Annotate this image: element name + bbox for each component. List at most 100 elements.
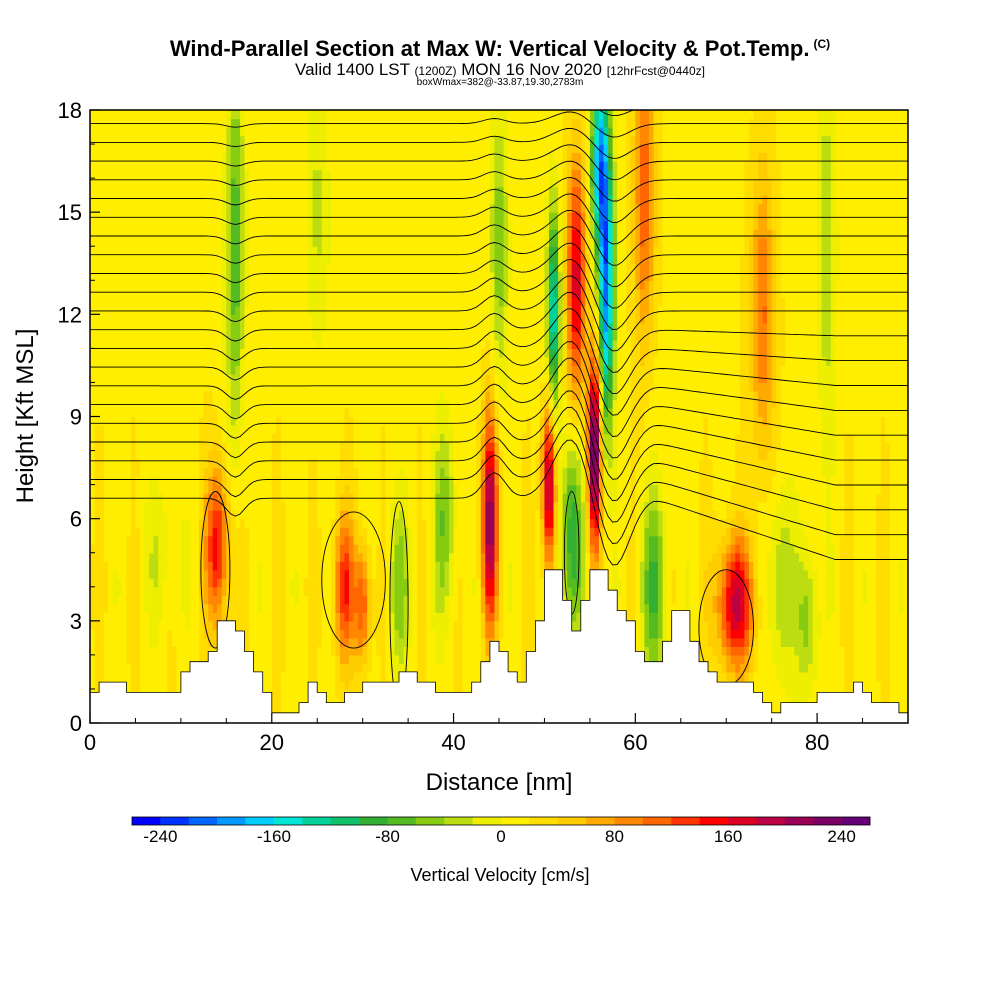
velocity-cell (171, 569, 177, 579)
velocity-cell (99, 399, 105, 409)
velocity-cell (326, 356, 332, 367)
velocity-cell (367, 544, 373, 554)
velocity-cell (239, 127, 246, 137)
velocity-cell (353, 484, 359, 494)
velocity-cell (189, 212, 196, 222)
velocity-cell (326, 407, 332, 418)
velocity-cell (294, 467, 300, 477)
velocity-cell (99, 212, 105, 222)
velocity-cell (208, 382, 214, 392)
velocity-cell (176, 493, 182, 503)
velocity-cell (221, 263, 227, 273)
velocity-cell (358, 552, 364, 562)
velocity-cell (103, 578, 109, 588)
velocity-cell (153, 603, 159, 613)
velocity-cell (126, 629, 132, 639)
velocity-cell (144, 382, 150, 392)
velocity-cell (203, 595, 209, 605)
velocity-cell (267, 339, 273, 349)
velocity-cell (339, 637, 346, 647)
velocity-cell (171, 195, 177, 205)
velocity-cell (117, 459, 123, 469)
velocity-cell (112, 220, 118, 230)
velocity-cell (389, 476, 396, 486)
velocity-cell (103, 561, 109, 571)
velocity-cell (239, 144, 246, 154)
velocity-cell (217, 331, 223, 341)
velocity-cell (108, 442, 114, 452)
velocity-cell (303, 450, 309, 460)
velocity-cell (330, 646, 336, 656)
velocity-cell (380, 186, 386, 196)
velocity-cell (180, 322, 187, 332)
velocity-cell (117, 510, 123, 520)
velocity-cell (162, 578, 168, 588)
velocity-cell (335, 254, 341, 264)
velocity-cell (330, 382, 336, 392)
velocity-cell (212, 459, 218, 469)
velocity-cell (267, 220, 273, 230)
velocity-cell (358, 476, 364, 486)
velocity-cell (94, 195, 100, 205)
velocity-cell (399, 118, 405, 128)
velocity-cell (226, 467, 232, 477)
velocity-cell (203, 348, 209, 358)
velocity-cell (171, 118, 177, 128)
velocity-cell (271, 467, 277, 477)
velocity-cell (217, 527, 223, 537)
velocity-cell (117, 280, 123, 290)
velocity-cell (121, 561, 127, 571)
velocity-cell (294, 110, 300, 120)
velocity-cell (217, 118, 223, 128)
velocity-cell (226, 297, 232, 307)
velocity-cell (130, 501, 137, 511)
velocity-cell (321, 365, 327, 375)
velocity-cell (339, 544, 346, 554)
velocity-cell (353, 561, 359, 571)
velocity-cell (130, 161, 137, 171)
velocity-cell (330, 459, 336, 469)
velocity-cell (267, 348, 273, 358)
velocity-cell (217, 246, 223, 256)
velocity-cell (189, 407, 196, 418)
velocity-cell (103, 527, 109, 537)
velocity-cell (180, 663, 187, 673)
velocity-cell (153, 629, 159, 639)
velocity-cell (308, 314, 314, 324)
velocity-cell (308, 544, 314, 554)
velocity-cell (130, 195, 137, 205)
velocity-cell (103, 671, 109, 682)
velocity-cell (253, 135, 259, 145)
velocity-cell (199, 212, 205, 222)
velocity-cell (221, 356, 227, 367)
velocity-cell (135, 407, 141, 418)
velocity-cell (303, 518, 309, 528)
velocity-cell (389, 195, 396, 205)
velocity-cell (330, 535, 336, 545)
velocity-cell (276, 348, 282, 358)
velocity-cell (121, 322, 127, 332)
velocity-cell (189, 654, 196, 664)
velocity-cell (117, 195, 123, 205)
velocity-cell (376, 552, 382, 562)
velocity-cell (203, 586, 209, 596)
velocity-cell (376, 348, 382, 358)
velocity-cell (130, 229, 137, 239)
velocity-cell (239, 322, 246, 332)
velocity-cell (358, 246, 364, 256)
velocity-cell (103, 552, 109, 562)
velocity-cell (112, 450, 118, 460)
velocity-cell (262, 365, 268, 375)
velocity-cell (403, 561, 409, 571)
velocity-cell (126, 569, 132, 579)
velocity-cell (317, 135, 323, 145)
velocity-cell (385, 152, 391, 162)
velocity-cell (185, 246, 191, 256)
velocity-cell (380, 373, 386, 384)
velocity-cell (230, 237, 237, 247)
velocity-cell (230, 246, 237, 256)
velocity-cell (267, 425, 273, 435)
velocity-cell (171, 169, 177, 179)
velocity-cell (299, 671, 305, 682)
velocity-cell (308, 118, 314, 128)
